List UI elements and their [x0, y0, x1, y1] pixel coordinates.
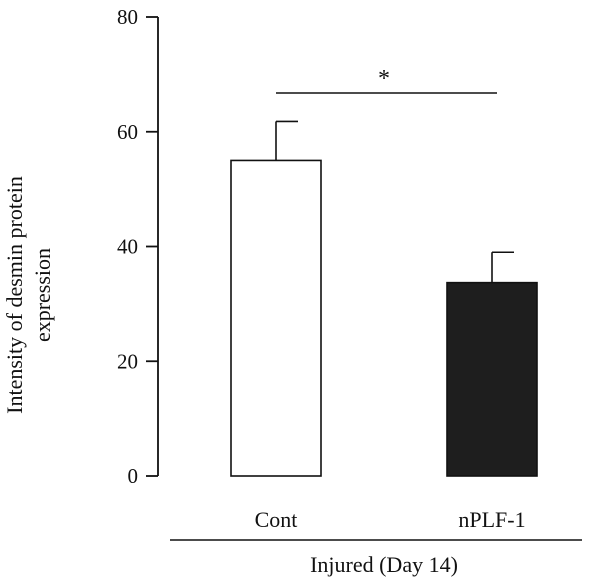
y-tick-label: 20 [117, 349, 138, 373]
y-tick-label: 40 [117, 235, 138, 259]
bars [230, 159, 538, 477]
group-annotation: Injured (Day 14) [170, 539, 582, 577]
error-bars [275, 120, 514, 283]
y-axis: 0 20 40 60 80 [117, 5, 159, 488]
y-axis-title: Intensity of desmin protein expression [2, 176, 55, 414]
y-axis-title-line-1: Intensity of desmin protein [2, 176, 27, 414]
y-tick-label: 80 [117, 5, 138, 29]
y-axis-title-line-2: expression [30, 248, 55, 342]
y-tick-label: 60 [117, 120, 138, 144]
bar-nplf-1 [446, 281, 538, 477]
x-category-labels: Cont nPLF-1 [255, 507, 526, 532]
group-label: Injured (Day 14) [310, 552, 458, 577]
category-label: nPLF-1 [458, 507, 525, 532]
bar-cont [230, 159, 322, 477]
significance-label: * [378, 66, 390, 92]
y-tick-label: 0 [128, 464, 139, 488]
category-label: Cont [255, 507, 298, 532]
significance-annotation: * [276, 66, 497, 94]
